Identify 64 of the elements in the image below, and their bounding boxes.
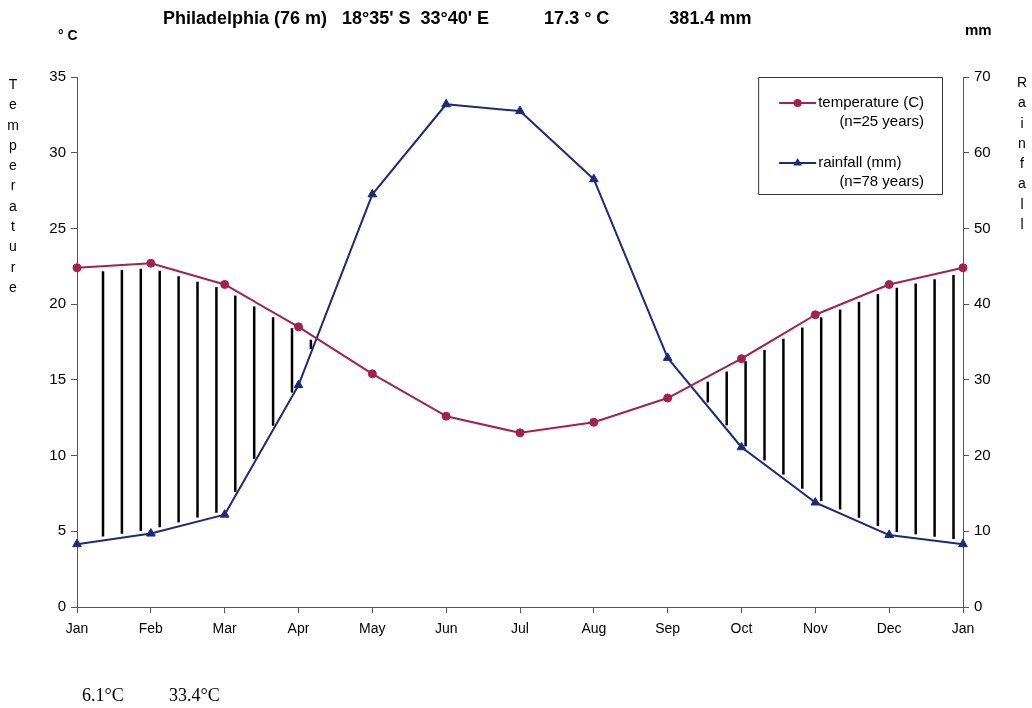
point: [146, 258, 156, 268]
point: [737, 354, 746, 364]
legend-label: temperature (C) (n=25 years): [818, 93, 925, 130]
chart-title: Philadelphia (76 m) 18°35' S 33°40' E 17.3 ° C 381.4 mm: [163, 7, 752, 29]
y2-tick-label: 20: [974, 445, 991, 463]
point: [958, 538, 968, 548]
x-tick-label: Dec: [876, 620, 902, 637]
text: 33.4°C: [169, 685, 220, 705]
text: 6.1°C: [82, 685, 124, 705]
text: mm: [965, 20, 992, 40]
x-tick-label: Aug: [581, 620, 607, 637]
point: [736, 441, 747, 451]
point: [146, 528, 156, 537]
point: [589, 417, 599, 427]
point: [219, 509, 230, 518]
y-tick-label: 10: [49, 445, 66, 463]
point: [884, 529, 894, 539]
y-tick-label: 25: [49, 218, 66, 236]
point: [72, 263, 82, 273]
point: [367, 188, 378, 198]
y2-tick-label: 0: [974, 597, 983, 615]
legend-label: rainfall (mm) (n=78 years): [818, 153, 924, 190]
point: [884, 279, 894, 289]
x-tick-label: Apr: [287, 620, 310, 637]
x-tick-label: Jan: [65, 620, 89, 637]
x-tick-label: Jan: [951, 620, 975, 637]
point: [515, 428, 525, 438]
point: [810, 310, 820, 320]
point: [810, 497, 821, 506]
y2-tick-label: 40: [974, 294, 991, 312]
x-tick-label: Jul: [511, 620, 529, 637]
x-tick-label: Feb: [138, 620, 164, 637]
text: Temperature: [7, 76, 19, 295]
x-tick-label: May: [359, 620, 386, 637]
y-tick-label: 0: [57, 597, 66, 615]
point: [663, 393, 673, 403]
y2-tick-label: 70: [974, 67, 991, 85]
point: [293, 379, 304, 389]
point: [515, 105, 525, 115]
point: [367, 369, 377, 379]
point: [958, 263, 968, 273]
y2-tick-label: 10: [974, 521, 991, 539]
y2-tick-label: 30: [974, 370, 991, 387]
y-tick-label: 30: [49, 142, 66, 160]
y-tick-label: 15: [49, 370, 66, 387]
point: [220, 279, 230, 289]
y2-tick-label: 60: [974, 142, 991, 160]
point: [72, 538, 82, 548]
point: [441, 98, 451, 108]
x-tick-label: Oct: [730, 620, 753, 637]
x-tick-label: Nov: [802, 620, 828, 637]
point: [441, 411, 451, 421]
point: [589, 173, 599, 183]
text: ° C: [58, 26, 78, 45]
x-tick-label: Jun: [434, 620, 458, 637]
y-tick-label: 5: [57, 521, 66, 539]
y-tick-label: 20: [49, 294, 66, 312]
point: [294, 322, 303, 332]
y2-tick-label: 50: [974, 218, 991, 236]
y-tick-label: 35: [49, 67, 66, 85]
y2-axis-title: Rainfall: [1015, 73, 1029, 235]
x-tick-label: Sep: [655, 620, 681, 637]
point: [662, 352, 673, 361]
x-tick-label: Mar: [212, 620, 238, 637]
